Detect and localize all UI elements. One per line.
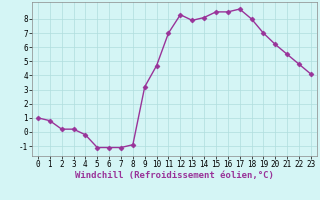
X-axis label: Windchill (Refroidissement éolien,°C): Windchill (Refroidissement éolien,°C)	[75, 171, 274, 180]
